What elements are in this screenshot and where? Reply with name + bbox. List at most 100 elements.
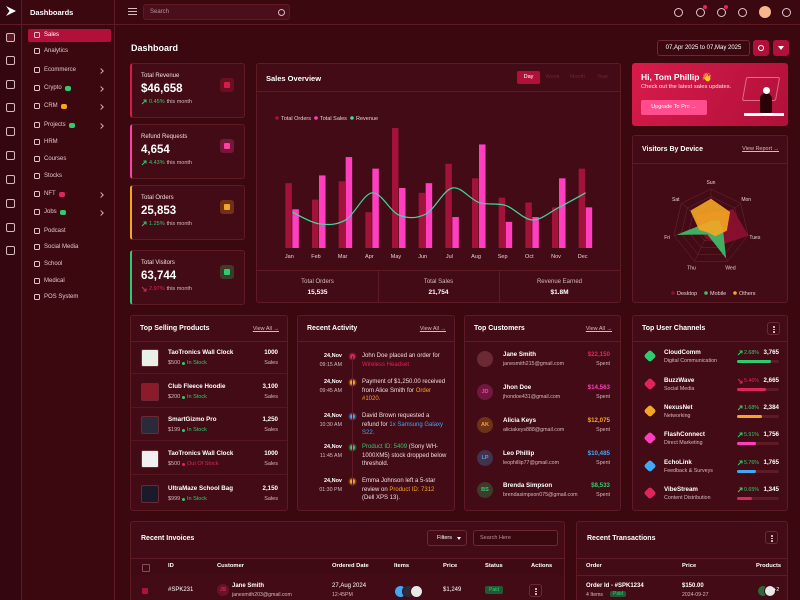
- header-icon-button[interactable]: [696, 8, 705, 17]
- row-checkbox[interactable]: [142, 588, 148, 594]
- invoice-search[interactable]: Search Here: [473, 530, 558, 546]
- column-header: ID: [168, 563, 174, 569]
- product-name: TaoTronics Wall Clock: [168, 450, 234, 457]
- search-input[interactable]: Search: [143, 4, 290, 20]
- channel-icon: [643, 377, 657, 391]
- tab[interactable]: Month: [566, 71, 589, 84]
- card-divider: [577, 558, 787, 559]
- header-icon-button[interactable]: [738, 8, 747, 17]
- view-report-link[interactable]: View Report →: [742, 146, 779, 152]
- progress-bar: [737, 388, 767, 391]
- more-button[interactable]: [765, 531, 778, 544]
- sidebar-badge: [64, 86, 71, 91]
- stock-status: In Stock: [187, 427, 207, 433]
- sidebar-item[interactable]: Podcast: [28, 225, 111, 238]
- rail-icon[interactable]: [6, 33, 15, 42]
- search-icon: [278, 9, 285, 16]
- sidebar-item[interactable]: HRM: [28, 136, 111, 149]
- select-all-checkbox[interactable]: [142, 564, 150, 572]
- rail-icon[interactable]: [6, 127, 15, 136]
- sidebar-item[interactable]: POS System: [28, 291, 111, 304]
- bar: [365, 212, 372, 248]
- header-icon-button[interactable]: [674, 8, 683, 17]
- date-range-picker[interactable]: 07,Apr 2025 to 07,May 2025: [657, 40, 750, 56]
- rail-icon[interactable]: [6, 175, 15, 184]
- more-button[interactable]: [767, 322, 780, 335]
- user-avatar[interactable]: [759, 6, 771, 18]
- sidebar-item[interactable]: Stocks: [28, 170, 111, 183]
- summary-label: Revenue Earned: [536, 279, 583, 285]
- view-all-link[interactable]: View All →: [585, 326, 612, 332]
- upgrade-button[interactable]: Upgrade To Pro →: [641, 100, 707, 115]
- header-icon-button[interactable]: [717, 8, 726, 17]
- sidebar-label-text: Analytics: [44, 48, 69, 54]
- sidebar-icon: [34, 294, 40, 300]
- tab[interactable]: Day: [517, 71, 540, 84]
- card-divider: [633, 341, 787, 342]
- sidebar-item[interactable]: Medical: [28, 275, 111, 288]
- rail-icon[interactable]: [6, 246, 15, 255]
- legend-swatch: [314, 116, 318, 120]
- rail-icon[interactable]: [6, 151, 15, 160]
- header-icon-button[interactable]: [782, 8, 791, 17]
- rail-icon[interactable]: [6, 223, 15, 232]
- tab[interactable]: Week: [541, 71, 564, 84]
- more-button[interactable]: [529, 584, 542, 597]
- product-name: TaoTronics Wall Clock: [168, 349, 234, 356]
- channel-name: FlashConnect: [664, 431, 705, 438]
- sidebar-item[interactable]: NFT: [28, 188, 111, 201]
- sidebar-item[interactable]: School: [28, 258, 111, 271]
- stat-change: 4.43% this month: [141, 160, 192, 166]
- sidebar-item[interactable]: Ecommerce: [28, 64, 111, 77]
- activity-text: Emma Johnson left a 5-star review on Pro…: [362, 477, 448, 503]
- channel-change-value: 5.46%: [744, 378, 760, 384]
- rail-icon[interactable]: [6, 103, 15, 112]
- channel-change: 0.65%: [737, 487, 759, 493]
- menu-toggle[interactable]: [128, 7, 137, 16]
- row-divider: [131, 407, 287, 408]
- customer-amount: $8,533: [591, 482, 610, 489]
- sidebar-item[interactable]: Projects: [28, 119, 111, 132]
- sidebar-label-text: Ecommerce: [44, 67, 77, 73]
- stat-card: Refund Requests 4,654 4.43% this month: [130, 124, 245, 179]
- channel-name: VibeStream: [664, 486, 698, 493]
- filters-button[interactable]: Filters: [427, 530, 467, 546]
- rail-icon[interactable]: [6, 80, 15, 89]
- sidebar-item[interactable]: Social Media: [28, 241, 111, 254]
- customer-initials: JD: [481, 389, 489, 395]
- channel-change-value: 5.76%: [744, 460, 760, 466]
- order-date: 27,Aug 2024: [332, 583, 367, 589]
- sidebar-item[interactable]: Courses: [28, 153, 111, 166]
- sidebar-item[interactable]: Analytics: [28, 45, 111, 58]
- progress-bar: [737, 497, 752, 500]
- sidebar-item[interactable]: Crypto: [28, 82, 111, 95]
- tab[interactable]: Year: [591, 71, 614, 84]
- activity-text-part: 1x Samsung Galaxy S22.: [362, 421, 444, 437]
- bar: [445, 163, 452, 248]
- sidebar-item[interactable]: Jobs: [28, 206, 111, 219]
- arrow: [141, 99, 147, 105]
- stat-icon-glyph: [224, 269, 230, 275]
- sidebar-label-text: Podcast: [44, 228, 66, 234]
- summary-label: Total Sales: [423, 279, 454, 285]
- channel-change: 5.91%: [737, 432, 759, 438]
- sidebar-item[interactable]: Sales: [28, 29, 111, 42]
- customer-initials: AK: [481, 422, 489, 428]
- column-header: Price: [682, 563, 697, 569]
- summary-divider: [499, 271, 500, 302]
- trend-down-icon: [141, 286, 147, 292]
- stat-value: 4,654: [141, 144, 170, 156]
- bar: [319, 175, 326, 248]
- rail-icon[interactable]: [6, 199, 15, 208]
- visitors-card: Visitors By Device View Report → Sun Mon Tue…: [632, 135, 788, 303]
- view-all-link[interactable]: View All →: [419, 326, 446, 332]
- sidebar-label: Social Media: [44, 244, 78, 251]
- product-image: [141, 416, 159, 434]
- customer-email: aliciakeys888@gmail.com: [503, 427, 565, 433]
- channel-icon: [643, 431, 657, 445]
- bar: [532, 217, 539, 248]
- sidebar-icon: [34, 191, 40, 197]
- sidebar-item[interactable]: CRM: [28, 100, 111, 113]
- view-all-link[interactable]: View All →: [252, 326, 279, 332]
- rail-icon[interactable]: [6, 56, 15, 65]
